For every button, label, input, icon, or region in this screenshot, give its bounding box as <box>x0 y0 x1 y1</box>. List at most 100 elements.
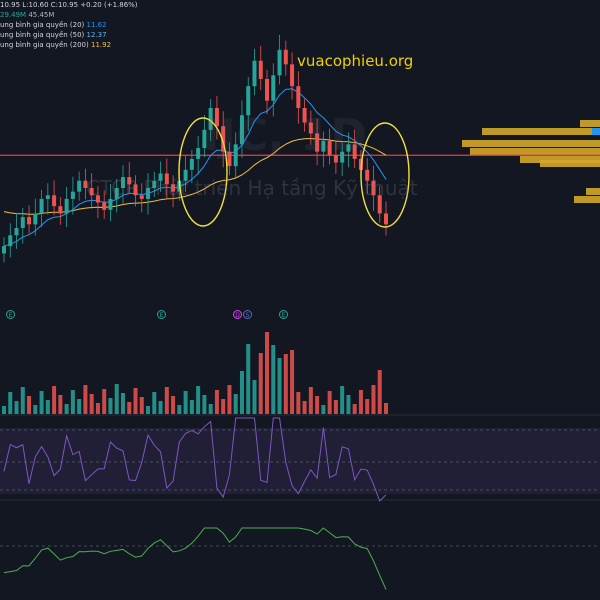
volume-bar <box>384 403 388 414</box>
candle-body <box>271 75 276 101</box>
volume-bar <box>227 385 232 414</box>
volume-profile-bar <box>470 148 600 155</box>
candle-body <box>152 180 157 188</box>
volume-bar <box>333 400 338 414</box>
volume-bar <box>271 345 276 414</box>
volume-bar <box>327 391 332 414</box>
candle-body <box>277 49 282 76</box>
volume-row: 29.49M 45.45M <box>0 10 138 20</box>
volume-bar <box>2 406 6 414</box>
volume-bar <box>183 391 188 414</box>
candle-body <box>2 246 6 254</box>
volume-profile-bar <box>482 128 598 135</box>
candle-body <box>108 198 113 210</box>
ma20-row[interactable]: ung bình gia quyền (20) 11.62 <box>0 20 138 30</box>
event-marker[interactable]: E <box>279 310 288 319</box>
candle-body <box>214 108 219 127</box>
volume-bar <box>39 391 44 414</box>
volume-bar <box>20 387 25 414</box>
event-marker[interactable]: D <box>233 310 242 319</box>
candle-body <box>352 144 357 159</box>
candle-body <box>89 188 94 196</box>
volume-bar <box>239 371 244 414</box>
event-marker[interactable]: S <box>243 310 252 319</box>
volume-profile-bar <box>586 188 600 195</box>
volume-profile-bar <box>520 156 600 163</box>
candle-body <box>102 202 107 210</box>
volume-bar <box>296 392 301 414</box>
candle-body <box>83 180 88 188</box>
volume-bar <box>277 358 282 414</box>
volume-bar <box>308 387 313 414</box>
ma50-value: 12.37 <box>86 31 107 39</box>
volume-bar <box>302 401 307 414</box>
candle-body <box>120 177 125 188</box>
candle-body <box>64 198 69 214</box>
candle-body <box>158 173 163 181</box>
volume-bar <box>352 404 357 414</box>
volume-bar <box>120 393 125 414</box>
candle-body <box>290 64 295 87</box>
ticker-watermark: IJC, 1D <box>203 110 368 161</box>
ma20-value: 11.62 <box>86 21 107 29</box>
candle-body <box>296 86 301 108</box>
volume-bar <box>214 390 219 414</box>
volume-text: 29.49M <box>0 11 27 19</box>
volume-bar <box>358 390 363 414</box>
candle-body <box>70 191 75 199</box>
volume-bar <box>283 354 288 414</box>
volume-bar <box>177 405 182 414</box>
volume-bar <box>221 399 226 414</box>
event-marker[interactable]: E <box>157 310 166 319</box>
volume-bar <box>171 396 176 414</box>
ma50-row[interactable]: ung bình gia quyền (50) 12.37 <box>0 30 138 40</box>
candle-body <box>20 217 25 228</box>
ma200-value: 11.92 <box>90 41 112 49</box>
volume-bar <box>33 405 38 414</box>
candle-body <box>139 195 144 199</box>
volume-bar <box>346 395 351 414</box>
candle-body <box>377 195 382 214</box>
volume-extra: 45.45M <box>28 11 55 19</box>
volume-bar <box>146 406 151 414</box>
volume-bar <box>14 401 19 414</box>
candle-body <box>227 151 232 167</box>
candle-body <box>384 213 388 225</box>
ma200-row[interactable]: ung bình gia quyền (200) 11.92 <box>0 40 138 50</box>
ohlc-row: 10.95 L:10.60 C:10.95 +0.20 (+1.86%) <box>0 0 138 10</box>
volume-bar <box>377 370 382 414</box>
candle-body <box>8 235 13 247</box>
volume-bar <box>365 399 370 414</box>
candle-body <box>146 188 151 199</box>
volume-bar <box>189 400 194 414</box>
candle-body <box>221 126 226 152</box>
candle-body <box>321 140 326 152</box>
volume-bar <box>158 401 163 414</box>
volume-profile-bar <box>580 120 600 127</box>
candle-body <box>233 144 238 167</box>
candle-body <box>95 195 100 203</box>
volume-bar <box>83 385 88 414</box>
candle-body <box>202 129 207 148</box>
volume-bar <box>102 389 107 414</box>
candle-body <box>340 151 345 163</box>
event-marker[interactable]: E <box>6 310 15 319</box>
volume-bar <box>290 350 295 414</box>
volume-bar <box>139 397 144 414</box>
volume-bar <box>77 399 82 414</box>
volume-bar <box>52 386 57 414</box>
volume-bar <box>202 395 207 414</box>
volume-bar <box>64 404 69 414</box>
candle-body <box>27 217 32 225</box>
candle-body <box>302 108 307 123</box>
candle-body <box>14 228 19 236</box>
volume-bar <box>246 344 251 414</box>
rsi-band <box>0 428 600 494</box>
volume-bar <box>8 392 13 414</box>
volume-bar <box>252 380 257 414</box>
candle-body <box>252 60 257 87</box>
candle-body <box>371 180 376 196</box>
candle-body <box>183 169 188 181</box>
